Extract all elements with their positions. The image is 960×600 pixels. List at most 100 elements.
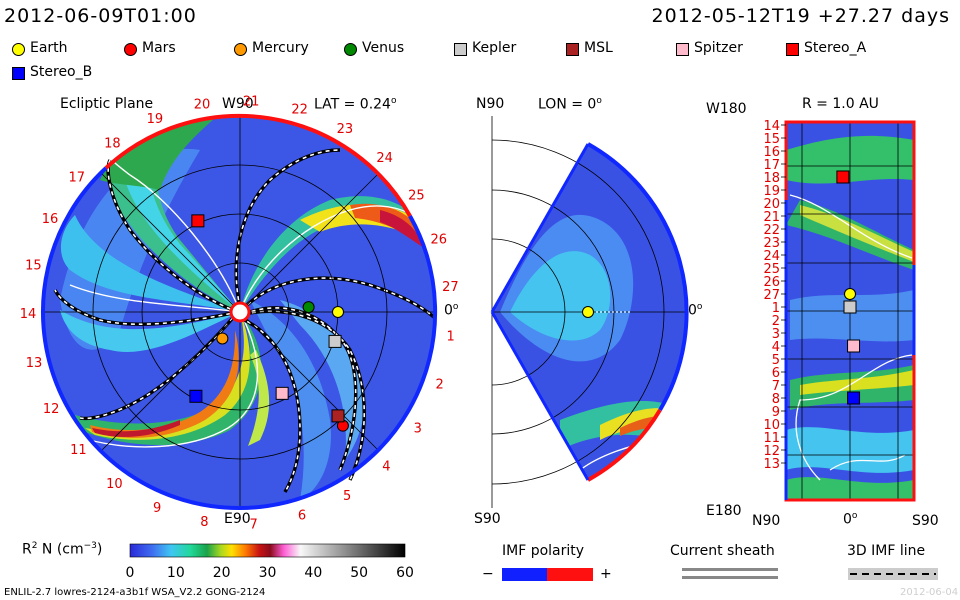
imf3d-title: 3D IMF line (847, 543, 926, 559)
legend-label-stereo_b: Stereo_B (30, 64, 93, 80)
radial-row-label: 7 (772, 379, 780, 394)
ecliptic-w90: W90 (222, 96, 254, 112)
radial-row-label: 18 (763, 171, 780, 186)
meridional-s90: S90 (474, 511, 501, 527)
radial-row-label: 6 (772, 366, 780, 381)
legend-label-mars: Mars (142, 40, 176, 56)
rotation-label: 9 (153, 501, 161, 516)
ecliptic-title: Ecliptic Plane (60, 96, 154, 112)
rotation-label: 4 (382, 459, 390, 474)
radial-row-label: 5 (772, 353, 780, 368)
rotation-label: 12 (43, 402, 60, 417)
colorbar-tick: 40 (304, 565, 322, 581)
rotation-label: 23 (337, 122, 354, 137)
legend-label-spitzer: Spitzer (694, 40, 743, 56)
imf-polarity-title: IMF polarity (502, 543, 585, 559)
rotation-label: 3 (414, 422, 422, 437)
sheath-line-2 (682, 576, 778, 579)
radial-row-label: 10 (763, 418, 780, 433)
radial-row-label: 22 (763, 223, 780, 238)
radial-r: R = 1.0 AU (802, 96, 879, 112)
ecliptic-kepler-marker (328, 334, 342, 348)
rotation-label: 1 (447, 329, 455, 344)
radial-row-label: 20 (763, 197, 780, 212)
footer-run-info: ENLIL-2.7 lowres-2124-a3b1f WSA_V2.2 GON… (4, 587, 266, 598)
rotation-label: 10 (106, 477, 123, 492)
legend-swatch-mercury (234, 43, 247, 56)
legend-swatch-mars (124, 43, 137, 56)
rotation-label: 25 (408, 189, 425, 204)
ecliptic-stereo_b-marker (189, 389, 203, 403)
current-sheath-title: Current sheath (670, 543, 775, 559)
radial-x-0: 0o (843, 511, 858, 528)
rotation-label: 17 (69, 171, 86, 186)
rotation-label: 27 (442, 280, 459, 295)
legend-swatch-kepler (454, 43, 467, 56)
radial-row-label: 8 (772, 392, 780, 407)
sim-time: 2012-06-09T01:00 (4, 5, 197, 27)
radial-row-label: 21 (763, 210, 780, 225)
rotation-label: 11 (70, 443, 87, 458)
imf-minus: − (482, 566, 494, 582)
rotation-label: 6 (298, 509, 306, 524)
imf-negative (502, 568, 547, 581)
radial-panel: 1415161718192021222324252627123456789101… (763, 119, 916, 502)
radial-row-label: 13 (763, 457, 780, 472)
colorbar (129, 543, 406, 558)
radial-spitzer-marker (847, 339, 861, 353)
rotation-label: 15 (25, 258, 42, 273)
rotation-label: 20 (194, 97, 211, 112)
ecliptic-mercury-marker (216, 332, 229, 345)
radial-row-label: 23 (763, 236, 780, 251)
ecliptic-spitzer-marker (275, 386, 289, 400)
colorbar-tick: 20 (213, 565, 231, 581)
radial-row-label: 14 (763, 119, 780, 134)
meridional-plane (490, 116, 689, 508)
meridional-0deg: 0o (688, 302, 703, 319)
radial-row-label: 17 (763, 158, 780, 173)
radial-x-n90: N90 (752, 513, 781, 529)
sheath-line-1 (682, 568, 778, 571)
radial-e180: E180 (706, 503, 742, 519)
colorbar-label: R2 N (cm−3) (22, 541, 103, 558)
radial-stereo_a-marker (836, 170, 850, 184)
radial-row-label: 4 (772, 340, 780, 355)
ecliptic-e90: E90 (224, 511, 251, 527)
meridional-earth-marker (582, 306, 594, 318)
ecliptic-earth-marker (332, 306, 344, 318)
rotation-label: 14 (20, 307, 37, 322)
radial-row-label: 24 (763, 249, 780, 264)
colorbar-tick: 60 (396, 565, 414, 581)
radial-row-label: 2 (772, 314, 780, 329)
meridional-lon: LON = 0o (538, 96, 602, 113)
rotation-label: 16 (42, 212, 59, 227)
radial-row-label: 12 (763, 444, 780, 459)
rotation-label: 8 (200, 515, 208, 530)
ecliptic-0deg: 0o (444, 302, 459, 319)
rotation-label: 24 (376, 151, 393, 166)
legend-label-stereo_a: Stereo_A (804, 40, 867, 56)
rotation-label: 13 (26, 356, 43, 371)
legend-swatch-msl (566, 43, 579, 56)
meridional-n90: N90 (476, 96, 505, 112)
colorbar-tick: 30 (259, 565, 277, 581)
start-time: 2012-05-12T19 +27.27 days (651, 5, 950, 27)
radial-row-label: 26 (763, 275, 780, 290)
rotation-label: 22 (291, 103, 308, 118)
radial-row-label: 15 (763, 132, 780, 147)
radial-row-label: 16 (763, 145, 780, 160)
radial-row-label: 9 (772, 405, 780, 420)
colorbar-tick: 50 (350, 565, 368, 581)
legend-label-earth: Earth (30, 40, 68, 56)
radial-stereo_b-marker (847, 391, 861, 405)
ecliptic-lat: LAT = 0.24o (314, 96, 397, 113)
radial-earth-marker (844, 288, 856, 300)
radial-row-label: 27 (763, 288, 780, 303)
colorbar-tick: 10 (167, 565, 185, 581)
radial-w180: W180 (706, 101, 747, 117)
radial-row-label: 1 (772, 301, 780, 316)
legend-label-msl: MSL (584, 40, 613, 56)
radial-x-s90: S90 (912, 513, 939, 529)
legend-swatch-venus (344, 43, 357, 56)
